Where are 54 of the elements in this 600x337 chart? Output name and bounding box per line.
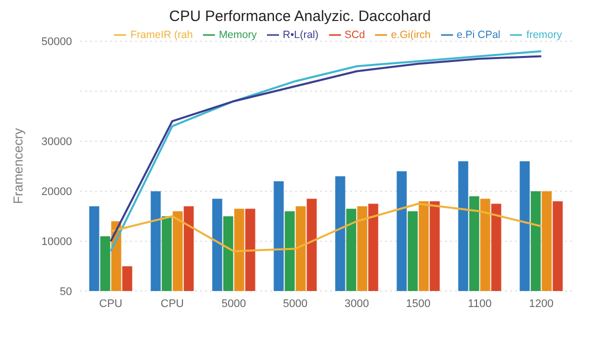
bar <box>284 211 295 291</box>
chart-title: CPU Performance Analyzic. Daccohard <box>168 8 432 25</box>
x-tick-label: CPU <box>99 298 122 310</box>
bar <box>530 191 541 291</box>
bar <box>396 171 407 291</box>
bar <box>469 196 480 291</box>
bar <box>520 161 530 291</box>
bar <box>162 216 172 291</box>
y-tick-label: 30000 <box>41 136 72 148</box>
bar <box>335 176 346 291</box>
bar <box>306 198 317 291</box>
x-tick-label: 1100 <box>468 298 492 310</box>
x-tick-label: 1500 <box>406 298 430 310</box>
bar <box>408 211 418 291</box>
bar <box>491 204 502 291</box>
bar <box>223 216 234 291</box>
legend-label: FrameIR (rah <box>130 29 193 41</box>
bar <box>172 211 183 291</box>
line-series <box>110 202 542 252</box>
bar <box>274 181 284 291</box>
bar <box>234 208 244 291</box>
bar <box>357 206 368 291</box>
legend-label: R•L(ral) <box>282 29 318 41</box>
y-tick-label: 10000 <box>41 236 72 248</box>
legend-label: e.Pi CPal <box>456 29 500 41</box>
bar <box>346 208 356 291</box>
bar <box>480 198 490 291</box>
x-tick-label: 3000 <box>344 298 369 310</box>
bar <box>458 161 468 291</box>
y-tick-label: 50 <box>60 286 72 298</box>
legend-label: Memory <box>218 29 257 41</box>
bar <box>296 206 306 291</box>
legend-label: fremory <box>526 29 562 41</box>
bar <box>212 198 222 291</box>
bar <box>430 201 440 291</box>
x-tick-label: 5000 <box>222 298 246 310</box>
bar <box>150 191 161 291</box>
x-tick-label: 5000 <box>283 298 308 310</box>
bar <box>100 236 110 291</box>
x-tick-label: CPU <box>160 298 184 310</box>
y-axis-title: Framencecry <box>10 128 26 204</box>
legend-label: e.Gi(irch <box>390 29 431 41</box>
y-tick-label: 20000 <box>41 186 72 198</box>
x-tick-label: 1200 <box>529 298 554 310</box>
bar <box>368 204 378 291</box>
bar <box>552 201 563 291</box>
bar <box>245 208 256 291</box>
bar <box>542 191 552 291</box>
bar <box>89 206 100 291</box>
bar <box>122 266 132 291</box>
legend-label: SCd <box>344 29 365 41</box>
bar <box>184 206 194 291</box>
bar <box>418 201 429 291</box>
y-tick-label: 50000 <box>41 36 72 48</box>
